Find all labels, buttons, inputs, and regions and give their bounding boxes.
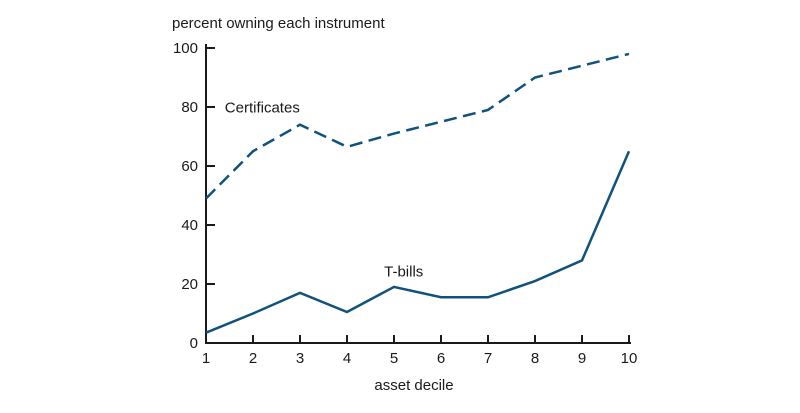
x-tick-label-2: 2 [249, 350, 257, 367]
chart-title: percent owning each instrument [172, 15, 385, 32]
x-tick-label-3: 3 [296, 350, 304, 367]
series-label-t-bills: T-bills [384, 263, 423, 280]
series-labels: Certificates T-bills [225, 99, 424, 280]
series-line-certificates [205, 52, 630, 200]
axes [205, 44, 631, 344]
y-tick-label-0: 0 [190, 335, 198, 352]
x-axis-label: asset decile [374, 377, 453, 394]
series-lines [205, 52, 631, 334]
x-tick-label-1: 1 [202, 350, 210, 367]
x-tick-label-8: 8 [531, 350, 539, 367]
axis-tick-labels: 0 20 40 60 80 100 1 2 3 4 5 6 7 8 9 10 [173, 40, 637, 367]
x-tick-label-7: 7 [484, 350, 492, 367]
series-label-certificates: Certificates [225, 99, 300, 116]
y-tick-label-60: 60 [181, 158, 198, 175]
x-tick-label-4: 4 [343, 350, 351, 367]
x-tick-label-5: 5 [390, 350, 398, 367]
series-line-t-bills [205, 150, 631, 334]
y-tick-label-40: 40 [181, 217, 198, 234]
x-tick-label-6: 6 [437, 350, 445, 367]
y-tick-label-100: 100 [173, 40, 198, 57]
y-tick-label-20: 20 [181, 276, 198, 293]
y-tick-label-80: 80 [181, 99, 198, 116]
x-tick-label-10: 10 [621, 350, 638, 367]
axis-ticks [206, 47, 630, 343]
x-tick-label-9: 9 [578, 350, 586, 367]
